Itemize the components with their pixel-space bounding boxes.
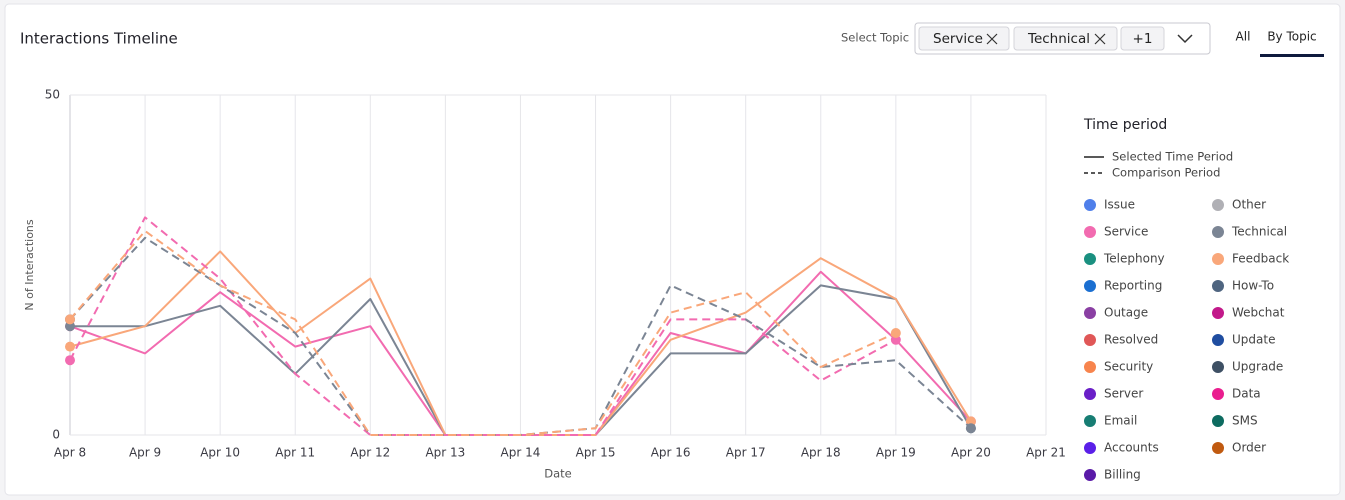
x-tick-label: Apr 15 (576, 446, 616, 460)
series-line (69, 230, 897, 436)
legend-dot (1084, 199, 1096, 211)
x-tick-label: Apr 20 (951, 446, 991, 460)
legend-label: Webchat (1232, 306, 1285, 320)
legend-dot (1084, 442, 1096, 454)
legend-dot (1084, 388, 1096, 400)
end-point (965, 423, 976, 434)
legend-dot (1084, 469, 1096, 481)
legend-dot (1212, 334, 1224, 346)
tab[interactable]: By Topic (1267, 30, 1316, 44)
legend-label: Other (1232, 198, 1266, 212)
end-point (65, 314, 75, 325)
legend-label: Data (1232, 387, 1261, 401)
x-tick-label: Apr 12 (350, 446, 390, 460)
legend-label: Feedback (1232, 252, 1289, 266)
x-tick-label: Apr 17 (726, 446, 766, 460)
end-point (65, 355, 75, 366)
x-tick-label: Apr 8 (54, 446, 86, 460)
legend-label: Reporting (1104, 279, 1162, 293)
legend-dot (1212, 415, 1224, 427)
end-point (65, 341, 75, 352)
legend-dot (1084, 253, 1096, 265)
legend-dot (1084, 226, 1096, 238)
card-title: Interactions Timeline (20, 30, 178, 48)
x-tick-label: Apr 10 (200, 446, 240, 460)
legend-label: Server (1104, 387, 1143, 401)
legend-dot (1084, 334, 1096, 346)
tab[interactable]: All (1236, 30, 1251, 44)
tabs: All By Topic (1236, 30, 1324, 57)
legend-dot (1212, 253, 1224, 265)
chip-label[interactable]: Service (933, 31, 983, 47)
legend-label: Billing (1104, 468, 1141, 482)
y-tick-label: 50 (45, 88, 60, 102)
legend-label: Outage (1104, 306, 1148, 320)
legend-label: Comparison Period (1112, 166, 1220, 180)
legend-label: SMS (1232, 414, 1258, 428)
x-tick-label: Apr 21 (1026, 446, 1066, 460)
legend-label: Email (1104, 414, 1137, 428)
legend-label: Upgrade (1232, 360, 1283, 374)
legend-label: Update (1232, 333, 1275, 347)
legend-label: Service (1104, 225, 1148, 239)
legend-label: Telephony (1103, 252, 1165, 266)
x-tick-label: Apr 16 (651, 446, 691, 460)
chip-label[interactable]: +1 (1133, 31, 1153, 47)
legend-title: Time period (1083, 117, 1167, 133)
legend-dot (1212, 442, 1224, 454)
x-tick-label: Apr 19 (876, 446, 916, 460)
chip[interactable] (1120, 26, 1165, 51)
chip[interactable] (1013, 26, 1118, 51)
legend-dot (1212, 280, 1224, 292)
end-point (890, 328, 901, 338)
card (4, 3, 1341, 496)
topic-select[interactable]: Service Technical +1 (914, 22, 1211, 55)
legend-dot (1084, 307, 1096, 319)
legend-label: Order (1232, 441, 1266, 455)
x-tick-label: Apr 13 (425, 446, 465, 460)
y-axis-label: N of Interactions (23, 219, 36, 311)
legend-dot (1212, 361, 1224, 373)
tab-underline (1260, 54, 1324, 57)
legend-dot (1212, 226, 1224, 238)
chip[interactable] (918, 26, 1010, 51)
x-axis-label: Date (544, 467, 572, 481)
legend-dot (1212, 307, 1224, 319)
y-tick-label: 0 (52, 428, 60, 442)
legend-label: Resolved (1104, 333, 1158, 347)
chip-remove[interactable] (1094, 33, 1106, 45)
x-tick-label: Apr 18 (801, 446, 841, 460)
chevron[interactable] (1177, 34, 1193, 44)
legend-dot (1084, 280, 1096, 292)
x-tick-label: Apr 14 (501, 446, 541, 460)
legend-dot (1212, 388, 1224, 400)
legend-dot (1084, 415, 1096, 427)
chip-label[interactable]: Technical (1027, 31, 1090, 47)
legend-dot (1084, 361, 1096, 373)
legend-label: How-To (1232, 279, 1274, 293)
legend-dot (1212, 199, 1224, 211)
x-tick-label: Apr 9 (129, 446, 161, 460)
legend-label: Technical (1231, 225, 1287, 239)
legend-label: Security (1104, 360, 1153, 374)
select-label: Select Topic (841, 31, 909, 45)
legend-label: Accounts (1104, 441, 1159, 455)
legend-label: Selected Time Period (1112, 150, 1233, 164)
chip-remove[interactable] (986, 33, 998, 45)
legend-label: Issue (1104, 198, 1135, 212)
x-tick-label: Apr 11 (275, 446, 315, 460)
